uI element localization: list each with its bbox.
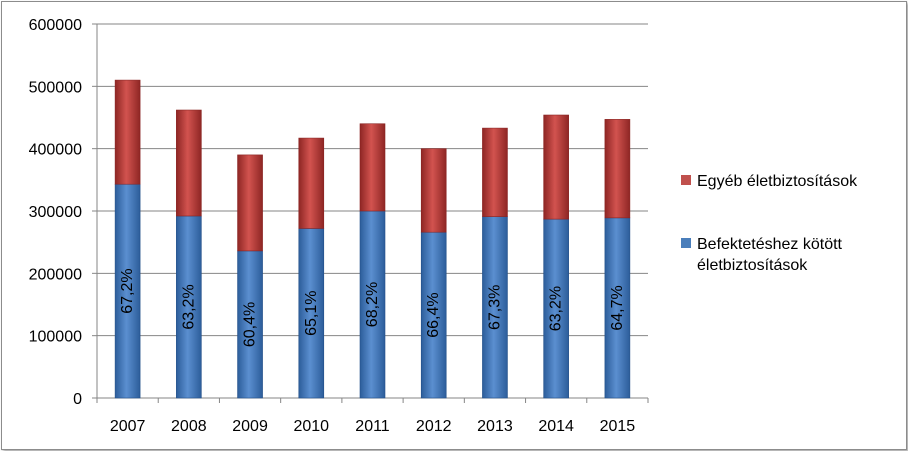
bar-segment-egyeb <box>237 154 263 252</box>
legend-swatch <box>681 175 691 185</box>
data-label: 67,3% <box>486 285 503 330</box>
y-tick-label: 300000 <box>29 204 82 221</box>
bar-segment-egyeb <box>420 148 447 233</box>
x-tick-label: 2012 <box>416 418 452 435</box>
y-tick-label: 200000 <box>29 266 82 283</box>
x-tick-label: 2010 <box>293 418 329 435</box>
y-tick-label: 400000 <box>29 142 82 159</box>
bar-segment-egyeb <box>298 137 325 229</box>
x-tick-label: 2008 <box>171 418 207 435</box>
bar-segment-befektetes <box>604 217 631 399</box>
y-tick-label: 500000 <box>29 79 82 96</box>
legend-label: Egyéb életbiztosítások <box>697 173 858 190</box>
x-tick-label: 2013 <box>477 418 513 435</box>
x-tick-label: 2007 <box>110 418 146 435</box>
bar-segment-befektetes <box>420 231 447 399</box>
legend-label: életbiztosítások <box>697 257 808 274</box>
legend-label: Befektetéshez kötött <box>697 236 843 253</box>
bar-segment-befektetes <box>482 216 508 399</box>
bar-segment-egyeb <box>359 123 386 212</box>
data-label: 64,7% <box>609 285 626 330</box>
bar-segment-befektetes <box>543 218 569 399</box>
bar-segment-egyeb <box>482 127 508 217</box>
x-tick-label: 2014 <box>538 418 574 435</box>
legend: Egyéb életbiztosítások Befektetéshez kötö… <box>681 173 858 274</box>
bar-segment-befektetes <box>114 183 141 399</box>
bar-segment-egyeb <box>543 114 569 220</box>
y-tick-label: 100000 <box>29 329 82 346</box>
legend-swatch <box>681 238 691 248</box>
x-tick-label: 2015 <box>600 418 636 435</box>
data-label: 63,2% <box>548 286 565 331</box>
y-tick-label: 0 <box>73 391 82 408</box>
bars <box>114 79 631 399</box>
bar-segment-egyeb <box>604 119 631 219</box>
data-label: 68,2% <box>364 282 381 327</box>
data-label: 66,4% <box>425 292 442 337</box>
y-tick-label: 600000 <box>29 17 82 34</box>
bar-segment-befektetes <box>298 228 325 399</box>
x-tick-label: 2011 <box>355 418 390 435</box>
bar-segment-befektetes <box>359 210 386 399</box>
x-tick-label: 2009 <box>232 418 268 435</box>
data-label: 65,1% <box>303 291 320 336</box>
bar-segment-befektetes <box>176 215 202 399</box>
data-label: 63,2% <box>180 284 197 329</box>
bar-segment-egyeb <box>114 79 141 185</box>
bar-segment-befektetes <box>237 250 263 399</box>
bar-segment-egyeb <box>176 109 202 217</box>
data-labels: 67,2% 63,2% 60,4% 65,1% 68,2% 66,4% 67,3% 63,2%… <box>119 268 626 347</box>
data-label: 60,4% <box>242 302 259 347</box>
data-label: 67,2% <box>119 268 136 313</box>
